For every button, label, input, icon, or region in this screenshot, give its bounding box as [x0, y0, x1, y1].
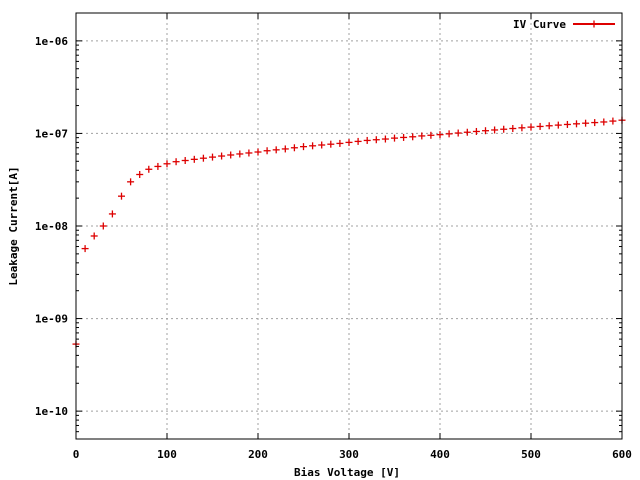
data-point: [518, 124, 526, 132]
data-point: [290, 144, 298, 152]
data-point: [300, 143, 307, 151]
data-point: [536, 122, 544, 130]
data-point: [118, 192, 125, 200]
data-point: [199, 154, 207, 162]
data-point: [254, 148, 262, 156]
data-point: [591, 119, 599, 127]
data-point: [573, 120, 580, 128]
data-point: [609, 117, 617, 125]
data-point: [209, 153, 216, 161]
data-point: [354, 137, 362, 145]
data-point: [491, 126, 499, 134]
data-point: [309, 142, 317, 150]
x-axis-label: Bias Voltage [V]: [294, 466, 400, 479]
data-point: [145, 165, 153, 173]
data-point: [500, 125, 508, 133]
data-point: [263, 147, 271, 155]
data-point: [600, 118, 608, 126]
data-point: [454, 129, 462, 137]
legend: IV Curve: [513, 18, 615, 31]
data-point: [345, 138, 353, 146]
data-point: [554, 121, 562, 129]
y-tick-label: 1e-10: [35, 405, 68, 418]
data-point: [181, 157, 189, 165]
y-tick-label: 1e-06: [35, 35, 68, 48]
data-point: [427, 131, 435, 139]
data-point: [81, 245, 89, 253]
data-point: [509, 125, 517, 133]
x-tick-label: 400: [430, 448, 450, 461]
x-tick-labels: 0 100 200 300 400 500 600: [73, 448, 632, 461]
data-point: [372, 136, 380, 144]
data-point: [336, 139, 344, 147]
data-point: [218, 152, 226, 160]
data-point: [90, 232, 98, 240]
data-point: [409, 133, 417, 141]
grid-lines: [76, 13, 622, 439]
data-point: [172, 158, 180, 166]
data-point: [99, 222, 107, 230]
data-point: [400, 133, 408, 141]
data-point: [281, 145, 289, 153]
iv-curve-series: [72, 116, 626, 348]
data-point: [445, 130, 453, 138]
data-point: [227, 151, 235, 159]
x-tick-label: 200: [248, 448, 268, 461]
data-point: [363, 136, 371, 144]
data-point: [381, 135, 389, 143]
x-tick-label: 0: [73, 448, 80, 461]
axis-ticks: [75, 13, 623, 439]
data-point: [463, 128, 471, 136]
x-tick-label: 100: [157, 448, 177, 461]
data-point: [472, 127, 480, 135]
data-point: [545, 122, 553, 130]
data-point: [108, 210, 116, 218]
data-point: [563, 120, 571, 128]
y-tick-label: 1e-07: [35, 127, 68, 140]
data-point: [527, 123, 535, 131]
data-point: [418, 132, 426, 140]
data-point: [318, 141, 326, 149]
data-point: [391, 134, 398, 142]
legend-label-iv-curve: IV Curve: [513, 18, 566, 31]
data-point: [190, 155, 198, 163]
x-tick-label: 500: [521, 448, 541, 461]
y-tick-labels: 1e-10 1e-09 1e-08 1e-07 1e-06: [35, 35, 68, 418]
data-point: [127, 178, 135, 186]
data-point: [327, 140, 335, 148]
data-point: [245, 149, 253, 157]
data-point: [163, 160, 171, 168]
legend-marker-iv-curve: [590, 20, 598, 28]
data-point: [482, 127, 489, 135]
data-point: [582, 119, 590, 127]
data-point: [136, 171, 144, 179]
data-point: [436, 131, 444, 139]
y-tick-label: 1e-09: [35, 313, 68, 326]
data-point: [154, 162, 162, 170]
y-tick-label: 1e-08: [35, 220, 68, 233]
data-point: [236, 150, 244, 158]
x-tick-label: 300: [339, 448, 359, 461]
y-axis-label: Leakage Current[A]: [7, 166, 20, 285]
x-tick-label: 600: [612, 448, 632, 461]
data-point: [272, 146, 280, 154]
